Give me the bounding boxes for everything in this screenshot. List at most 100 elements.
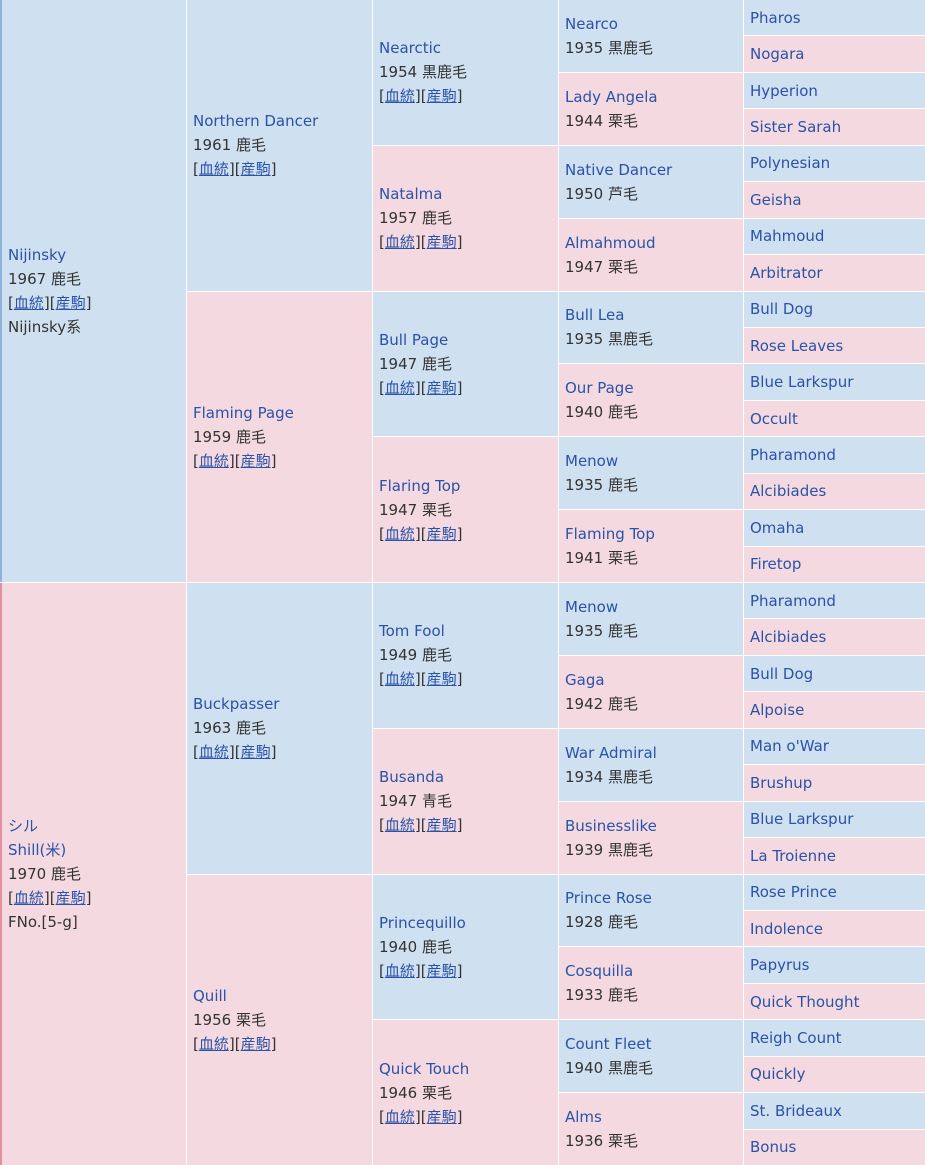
horse-name[interactable]: Prince Rose	[565, 889, 652, 908]
horse-name[interactable]: Polynesian	[750, 154, 831, 173]
horse-name[interactable]: La Troienne	[750, 846, 836, 865]
horse-name[interactable]: Blue Larkspur	[750, 810, 854, 829]
horse-name[interactable]: Menow	[565, 452, 619, 471]
link-line: [血統][産駒]	[8, 291, 180, 315]
horse-name[interactable]: Busanda	[379, 768, 445, 787]
link[interactable]: 産駒	[426, 816, 457, 835]
horse-name[interactable]: Occult	[750, 409, 798, 428]
horse-name[interactable]: Bonus	[750, 1138, 797, 1157]
link[interactable]: 血統	[384, 524, 415, 543]
horse-name[interactable]: Businesslike	[565, 816, 657, 835]
link[interactable]: 血統	[198, 160, 229, 179]
horse-name[interactable]: Our Page	[565, 379, 634, 398]
horse-name[interactable]: Shill(米)	[8, 841, 67, 859]
link[interactable]: 産駒	[55, 889, 86, 907]
horse-name[interactable]: Menow	[565, 597, 619, 616]
horse-name[interactable]: Almahmoud	[565, 233, 656, 252]
horse-name[interactable]: Papyrus	[750, 956, 810, 975]
link[interactable]: 血統	[198, 1034, 229, 1053]
horse-name[interactable]: Tom Fool	[379, 622, 445, 641]
horse-name[interactable]: Sister Sarah	[750, 118, 842, 137]
bracket: ]	[85, 294, 92, 312]
horse-cell: Pharamond	[744, 437, 925, 473]
horse-name[interactable]: Man o'War	[750, 737, 829, 756]
link-line: [血統][産駒]	[379, 667, 552, 691]
horse-name[interactable]: Indolence	[750, 919, 824, 938]
horse-name[interactable]: Quickly	[750, 1065, 806, 1084]
horse-name[interactable]: Geisha	[750, 190, 802, 209]
link[interactable]: 血統	[384, 961, 415, 980]
horse-name[interactable]: Pharamond	[750, 445, 836, 464]
horse-cell: Menow 1935 鹿毛	[559, 437, 743, 510]
horse-name[interactable]: Brushup	[750, 773, 813, 792]
link[interactable]: 血統	[384, 670, 415, 689]
link[interactable]: 産駒	[426, 378, 457, 397]
horse-name[interactable]: Hyperion	[750, 81, 818, 100]
horse-name[interactable]: Pharos	[750, 8, 801, 27]
link-line: [血統][産駒]	[379, 84, 552, 108]
bracket: [	[193, 1034, 199, 1053]
horse-name[interactable]: Quick Thought	[750, 992, 860, 1011]
link[interactable]: 血統	[198, 743, 229, 762]
horse-name[interactable]: Northern Dancer	[193, 112, 319, 131]
horse-name[interactable]: Mahmoud	[750, 227, 825, 246]
link[interactable]: 血統	[384, 87, 415, 106]
horse-name[interactable]: Blue Larkspur	[750, 373, 854, 392]
link[interactable]: 血統	[198, 451, 229, 470]
horse-name[interactable]: Bull Page	[379, 330, 449, 349]
link[interactable]: 血統	[384, 1107, 415, 1126]
link[interactable]: 産駒	[426, 1107, 457, 1126]
horse-name[interactable]: Native Dancer	[565, 160, 673, 179]
link[interactable]: 血統	[13, 889, 44, 907]
link[interactable]: 産駒	[55, 294, 86, 312]
link[interactable]: 産駒	[426, 670, 457, 689]
horse-name[interactable]: Flaming Page	[193, 403, 294, 422]
horse-name[interactable]: Bull Lea	[565, 306, 625, 325]
link[interactable]: 産駒	[240, 451, 271, 470]
horse-name[interactable]: St. Brideaux	[750, 1101, 842, 1120]
horse-name[interactable]: Bull Dog	[750, 664, 814, 683]
horse-name[interactable]: Rose Leaves	[750, 336, 844, 355]
link[interactable]: 産駒	[240, 1034, 271, 1053]
horse-name[interactable]: Quick Touch	[379, 1059, 470, 1078]
horse-name[interactable]: Natalma	[379, 185, 443, 204]
horse-name[interactable]: Flaming Top	[565, 525, 655, 544]
horse-name[interactable]: Bull Dog	[750, 300, 814, 319]
link[interactable]: 産駒	[426, 233, 457, 252]
horse-name[interactable]: Nearctic	[379, 39, 442, 58]
horse-name[interactable]: Reigh Count	[750, 1028, 842, 1047]
horse-name[interactable]: Alcibiades	[750, 628, 827, 647]
link[interactable]: 血統	[384, 816, 415, 835]
horse-cell: Quick Touch 1946 栗毛 [血統][産駒]	[373, 1020, 558, 1165]
horse-name[interactable]: Cosquilla	[565, 962, 634, 981]
link[interactable]: 産駒	[426, 524, 457, 543]
horse-name[interactable]: Buckpasser	[193, 695, 280, 714]
horse-name[interactable]: Alms	[565, 1108, 602, 1127]
link[interactable]: 産駒	[426, 961, 457, 980]
horse-name[interactable]: Nijinsky	[8, 246, 67, 264]
horse-name[interactable]: Gaga	[565, 670, 605, 689]
link[interactable]: 血統	[384, 233, 415, 252]
link[interactable]: 血統	[13, 294, 44, 312]
horse-name[interactable]: Alpoise	[750, 701, 805, 720]
horse-name[interactable]: Pharamond	[750, 591, 836, 610]
horse-name[interactable]: Alcibiades	[750, 482, 827, 501]
link[interactable]: 血統	[384, 378, 415, 397]
horse-name[interactable]: Flaring Top	[379, 476, 461, 495]
link[interactable]: 産駒	[240, 160, 271, 179]
horse-name[interactable]: Arbitrator	[750, 263, 823, 282]
horse-name[interactable]: Quill	[193, 986, 227, 1005]
horse-name[interactable]: Princequillo	[379, 913, 466, 932]
horse-name[interactable]: シル	[8, 817, 39, 835]
link[interactable]: 産駒	[240, 743, 271, 762]
horse-name[interactable]: Firetop	[750, 555, 802, 574]
horse-name[interactable]: Omaha	[750, 518, 805, 537]
horse-name[interactable]: War Admiral	[565, 743, 657, 762]
horse-name[interactable]: Lady Angela	[565, 87, 658, 106]
horse-name[interactable]: Count Fleet	[565, 1035, 652, 1054]
link[interactable]: 産駒	[426, 87, 457, 106]
horse-name[interactable]: Nogara	[750, 45, 805, 64]
horse-cell: Pharamond	[744, 583, 925, 619]
horse-name[interactable]: Nearco	[565, 14, 618, 33]
horse-name[interactable]: Rose Prince	[750, 883, 837, 902]
